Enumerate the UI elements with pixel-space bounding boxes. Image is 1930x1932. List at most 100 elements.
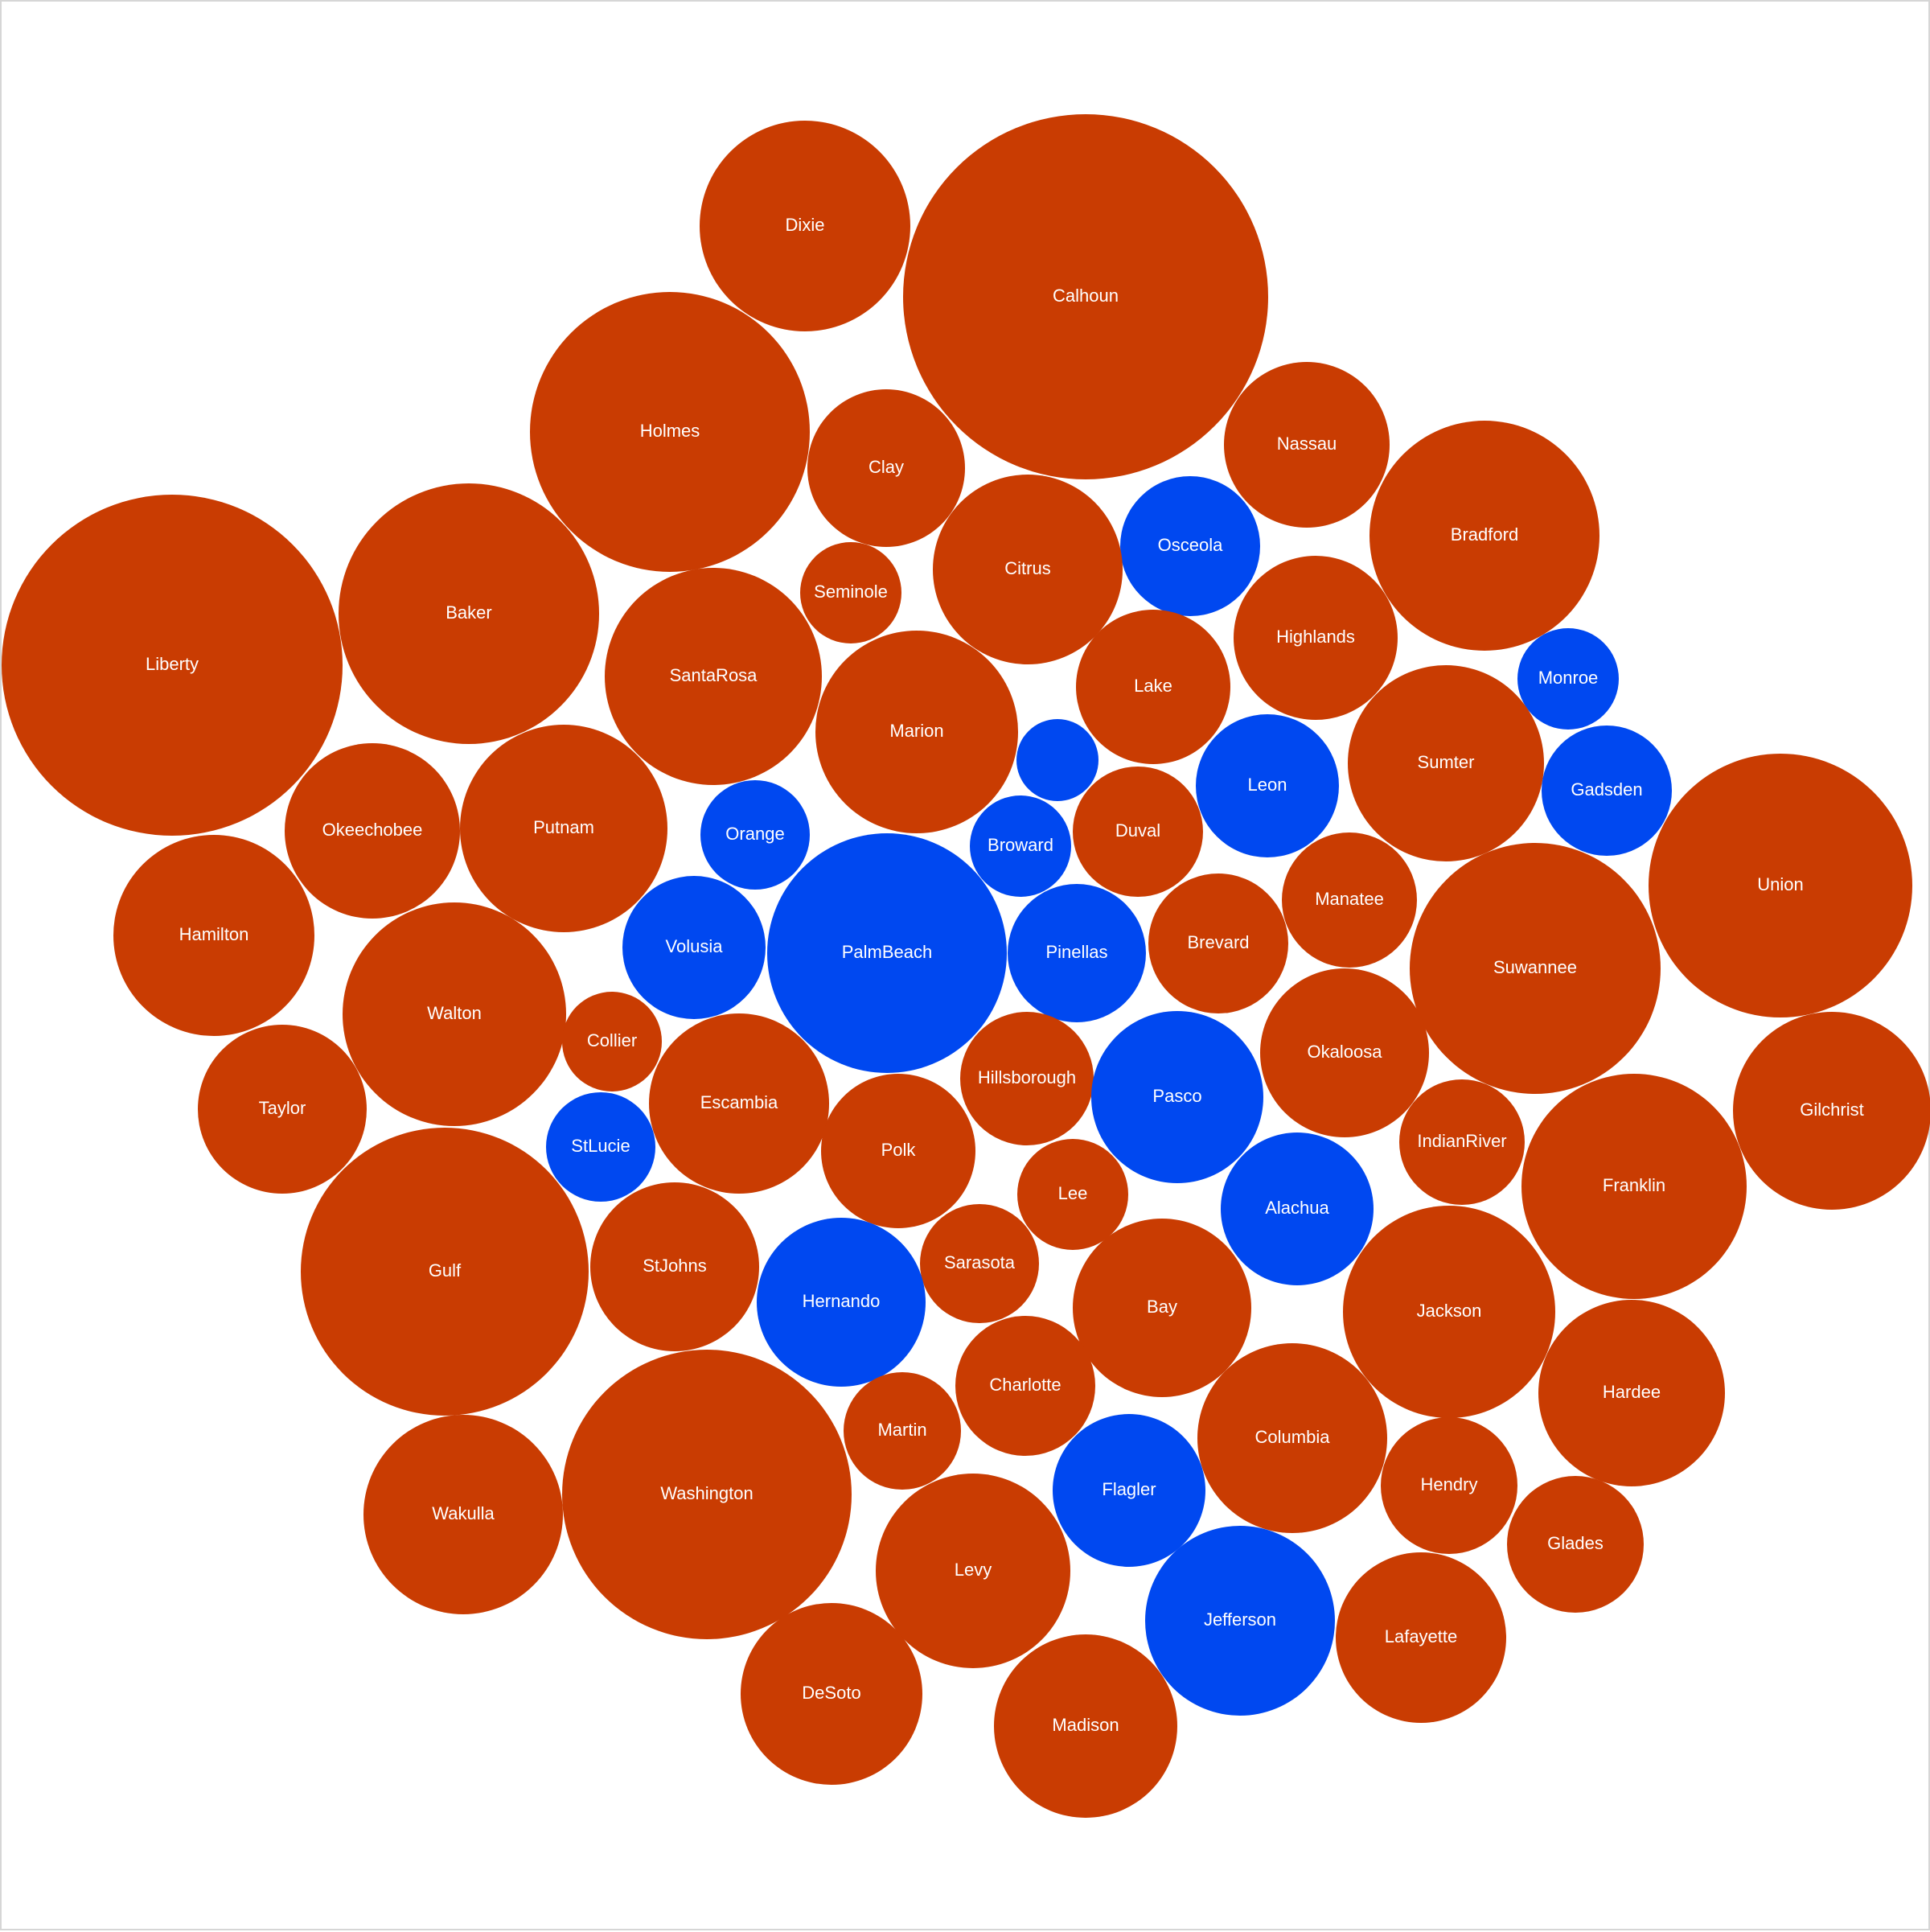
bubble-label-duval: Duval: [1115, 820, 1160, 841]
bubble-circle-lee: [1017, 1139, 1128, 1250]
bubble-label-hendry: Hendry: [1421, 1474, 1478, 1494]
bubble-pinellas: Pinellas: [1008, 884, 1146, 1022]
bubble-circle-volusia: [622, 876, 766, 1019]
bubble-hernando: Hernando: [757, 1218, 926, 1387]
bubble-desoto: DeSoto: [741, 1603, 922, 1785]
bubble-jackson: Jackson: [1343, 1206, 1555, 1418]
bubble-label-osceola: Osceola: [1158, 535, 1223, 555]
bubble-label-indianriver: IndianRiver: [1417, 1131, 1506, 1151]
bubble-label-highlands: Highlands: [1276, 627, 1355, 647]
bubble-label-taylor: Taylor: [259, 1098, 306, 1118]
bubble-circle-glades: [1507, 1476, 1644, 1613]
bubble-label-wakulla: Wakulla: [432, 1503, 495, 1523]
bubble-label-walton: Walton: [427, 1003, 482, 1023]
bubble-nassau: Nassau: [1224, 362, 1390, 528]
bubble-circle-columbia: [1197, 1343, 1387, 1533]
bubble-label-hernando: Hernando: [803, 1291, 881, 1311]
bubble-circle-bay: [1073, 1219, 1251, 1397]
bubble-label-stjohns: StJohns: [643, 1256, 707, 1276]
bubble-unlabeled: [1016, 719, 1098, 801]
bubble-label-madison: Madison: [1052, 1715, 1119, 1735]
bubble-circle-jackson: [1343, 1206, 1555, 1418]
bubble-label-escambia: Escambia: [700, 1092, 778, 1112]
bubble-manatee: Manatee: [1282, 832, 1417, 968]
bubble-walton: Walton: [343, 902, 566, 1126]
bubble-circle-baker: [339, 483, 599, 744]
bubble-lafayette: Lafayette: [1336, 1552, 1506, 1723]
bubble-circle-wakulla: [363, 1415, 563, 1614]
bubble-hamilton: Hamilton: [113, 835, 314, 1036]
bubble-label-pinellas: Pinellas: [1045, 942, 1107, 962]
bubble-circle-jefferson: [1145, 1526, 1335, 1716]
bubble-baker: Baker: [339, 483, 599, 744]
bubble-sumter: Sumter: [1348, 665, 1544, 861]
bubble-label-putnam: Putnam: [533, 817, 594, 837]
bubble-circle-desoto: [741, 1603, 922, 1785]
bubble-bay: Bay: [1073, 1219, 1251, 1397]
bubble-label-okeechobee: Okeechobee: [322, 820, 423, 840]
bubble-circle-palmbeach: [767, 833, 1007, 1073]
bubble-broward: Broward: [970, 795, 1071, 897]
bubble-circle-hardee: [1538, 1300, 1725, 1486]
bubble-stlucie: StLucie: [546, 1092, 655, 1202]
bubble-label-columbia: Columbia: [1255, 1427, 1331, 1447]
bubble-label-stlucie: StLucie: [571, 1136, 630, 1156]
bubble-label-alachua: Alachua: [1265, 1198, 1329, 1218]
bubble-lee: Lee: [1017, 1139, 1128, 1250]
bubble-circle-flagler: [1053, 1414, 1205, 1567]
bubble-label-manatee: Manatee: [1315, 889, 1384, 909]
bubble-clay: Clay: [807, 389, 965, 547]
bubble-label-collier: Collier: [587, 1030, 637, 1050]
bubble-suwannee: Suwannee: [1410, 843, 1661, 1094]
bubble-label-seminole: Seminole: [814, 582, 888, 602]
bubble-circle-osceola: [1120, 476, 1260, 616]
bubble-circle-charlotte: [955, 1316, 1095, 1456]
bubble-circle-martin: [844, 1372, 961, 1490]
bubble-label-dixie: Dixie: [786, 215, 825, 235]
bubble-martin: Martin: [844, 1372, 961, 1490]
bubble-lake: Lake: [1076, 610, 1230, 764]
bubble-label-orange: Orange: [725, 824, 784, 844]
bubble-franklin: Franklin: [1521, 1074, 1747, 1299]
bubble-label-polk: Polk: [881, 1140, 917, 1160]
bubble-circle-duval: [1073, 767, 1203, 897]
bubble-levy: Levy: [876, 1474, 1070, 1668]
bubble-pasco: Pasco: [1091, 1011, 1263, 1183]
bubble-circle-taylor: [198, 1025, 367, 1194]
bubble-label-okaloosa: Okaloosa: [1308, 1042, 1383, 1062]
bubble-volusia: Volusia: [622, 876, 766, 1019]
bubble-hillsborough: Hillsborough: [960, 1012, 1094, 1145]
bubble-label-bradford: Bradford: [1451, 524, 1518, 545]
bubble-label-washington: Washington: [660, 1483, 753, 1503]
bubble-circle-liberty: [2, 495, 343, 836]
bubble-label-calhoun: Calhoun: [1053, 286, 1119, 306]
bubble-circle-bradford: [1369, 421, 1599, 651]
bubble-circle-stjohns: [590, 1182, 759, 1351]
bubble-label-holmes: Holmes: [640, 421, 700, 441]
bubble-gulf: Gulf: [301, 1128, 589, 1416]
bubble-circle-gadsden: [1542, 726, 1672, 856]
bubble-circle-sarasota: [920, 1204, 1039, 1323]
bubble-citrus: Citrus: [933, 475, 1123, 664]
bubble-label-gulf: Gulf: [429, 1260, 462, 1280]
bubble-bradford: Bradford: [1369, 421, 1599, 651]
bubble-circle-levy: [876, 1474, 1070, 1668]
bubble-label-franklin: Franklin: [1603, 1175, 1665, 1195]
bubble-label-charlotte: Charlotte: [989, 1375, 1061, 1395]
bubble-label-lafayette: Lafayette: [1385, 1626, 1458, 1646]
bubble-monroe: Monroe: [1517, 628, 1619, 730]
bubble-brevard: Brevard: [1148, 874, 1288, 1013]
bubble-circle-santarosa: [605, 568, 822, 785]
bubble-union: Union: [1649, 754, 1912, 1017]
bubble-label-lee: Lee: [1058, 1183, 1088, 1203]
bubble-circle-pinellas: [1008, 884, 1146, 1022]
bubble-circle-stlucie: [546, 1092, 655, 1202]
bubble-taylor: Taylor: [198, 1025, 367, 1194]
bubble-escambia: Escambia: [649, 1013, 829, 1194]
bubble-circle-calhoun: [903, 114, 1268, 479]
bubble-label-martin: Martin: [877, 1420, 926, 1440]
bubble-label-union: Union: [1757, 874, 1803, 894]
bubble-label-volusia: Volusia: [666, 936, 724, 956]
bubble-circle-washington: [562, 1350, 852, 1639]
